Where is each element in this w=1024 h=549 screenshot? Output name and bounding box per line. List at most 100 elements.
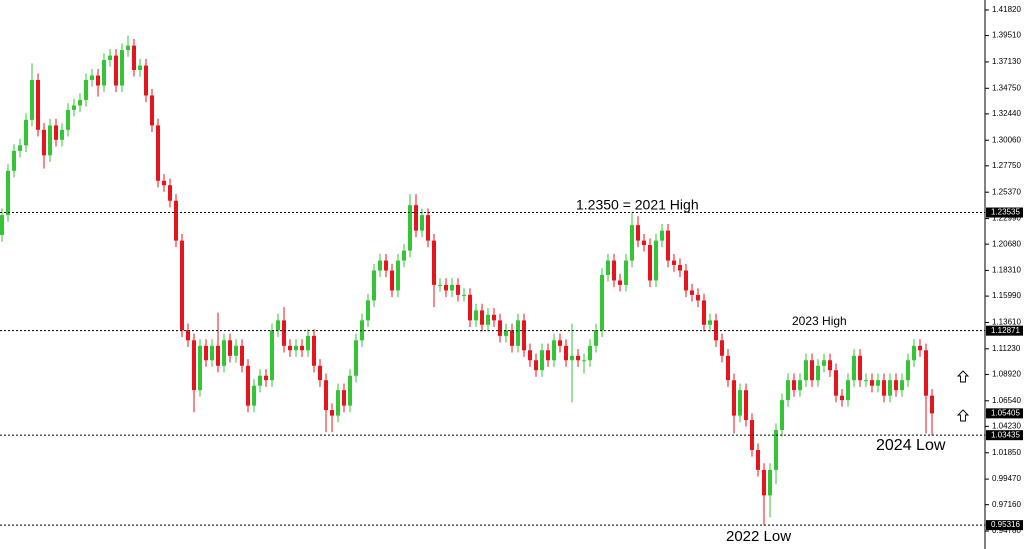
price-box [986,207,1023,218]
candle-body [372,270,376,301]
candle-body [582,360,586,362]
candle-body [558,340,562,346]
candle-body [810,360,814,381]
candle-body [348,375,352,406]
candle-body [546,350,550,361]
candle-body [36,79,40,130]
candle-body [408,205,412,251]
candle-body [876,380,880,386]
y-tick-label: 1.06540 [992,396,1021,405]
candle-body [690,290,694,295]
candle-body [72,105,76,110]
candle-body [468,294,472,321]
price-box-label: 1.03435 [991,430,1020,439]
candle-body [120,50,124,86]
y-tick-label: 1.08920 [992,370,1021,379]
candle-body [480,310,484,325]
y-tick-label: 0.99470 [992,474,1021,483]
candle-body [54,125,58,140]
candle-body [150,95,154,126]
y-tick-label: 1.34750 [992,83,1021,92]
y-tick-label: 1.04230 [992,421,1021,430]
candle-body [102,60,106,86]
candle-body [432,240,436,285]
candle-body [162,180,166,186]
y-tick-label: 1.25370 [992,187,1021,196]
candle-body [12,150,16,171]
candle-body [252,385,256,406]
candle-body [930,395,934,414]
candle-body [696,294,700,301]
y-tick-label: 1.18310 [992,266,1021,275]
candle-body [426,215,430,241]
candle-body [108,55,112,61]
candle-body [600,274,604,331]
candle-body [798,380,802,391]
y-tick-label: 1.11230 [992,344,1021,353]
candle-body [816,365,820,381]
candle-body [204,345,208,361]
candle-body [84,79,88,100]
candle-body [852,355,856,381]
candle-body [474,310,478,321]
candle-body [114,55,118,86]
y-tick-label: 1.41820 [992,5,1021,14]
candle-body [888,380,892,396]
price-box-label: 1.05405 [991,408,1020,417]
candle-body [762,469,766,496]
candle-body [186,330,190,341]
y-tick-label: 1.01850 [992,448,1021,457]
candle-body [222,340,226,366]
candle-body [384,260,388,271]
candle-body [180,240,184,331]
candle-body [834,370,838,396]
y-tick-label: 1.15990 [992,291,1021,300]
candle-body [822,360,826,366]
candle-body [576,355,580,361]
y-tick-label: 0.97160 [992,500,1021,509]
candle-body [336,390,340,416]
candle-body [894,380,898,391]
candle-body [132,45,136,71]
candle-body [138,65,142,71]
price-box-label: 0.95316 [991,520,1020,529]
candle-body [846,380,850,401]
candle-body [414,205,418,231]
candle-body [498,320,502,336]
candle-body [828,360,832,371]
candle-body [756,449,760,470]
candle-body [594,330,598,346]
candle-body [48,125,52,156]
candle-body [378,260,382,271]
candle-body [246,365,250,406]
candle-body [900,380,904,391]
candle-body [126,45,130,51]
candle-body [60,129,64,140]
arrow-up [956,409,970,422]
candle-body [156,125,160,181]
y-tick-label: 1.27750 [992,161,1021,170]
price-box-label: 1.23535 [991,208,1020,217]
candle-body [672,260,676,265]
candle-body [240,345,244,366]
candle-body [174,200,178,241]
candle-body [768,469,772,496]
plot-area [0,35,985,526]
candle-body [654,240,658,281]
candle-body [210,345,214,361]
candle-body [342,390,346,406]
candle-body [630,225,634,261]
candle-body [312,335,316,366]
candle-body [522,320,526,351]
candle-body [366,300,370,321]
candle-body [906,360,910,381]
y-tick-label: 1.30060 [992,135,1021,144]
candle-body [516,320,520,346]
candle-body [570,355,574,361]
price-axis: 1.41820 1.39510 1.37130 1.34750 1.32440 1.300… [985,5,1023,535]
y-tick-label: 1.20680 [992,239,1021,248]
candle-body [144,65,148,96]
candle-body [306,335,310,351]
candle-body [198,345,202,391]
y-tick-label: 1.22990 [992,214,1021,223]
